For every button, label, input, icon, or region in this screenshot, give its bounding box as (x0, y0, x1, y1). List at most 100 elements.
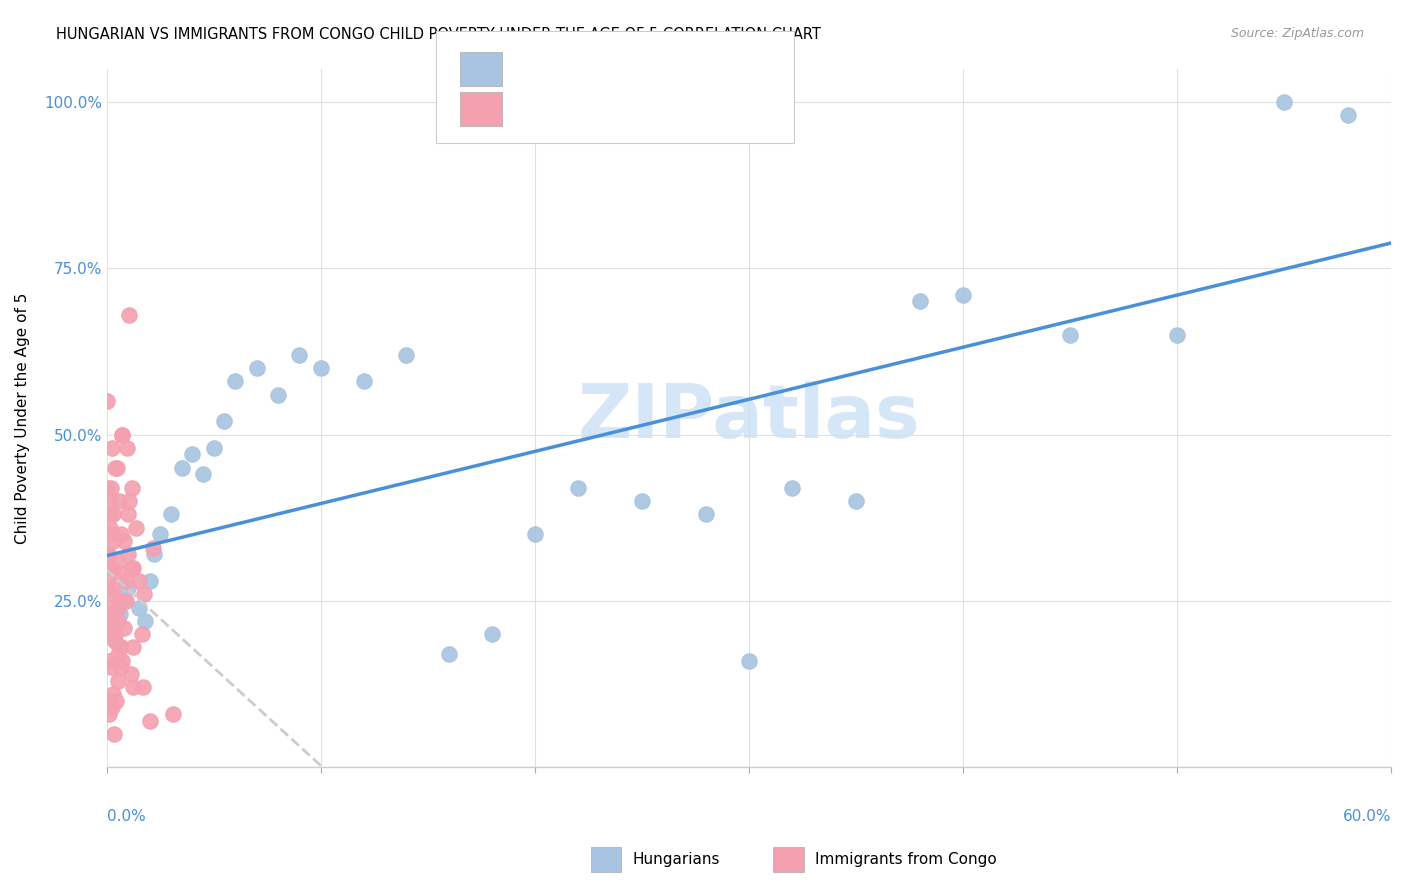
Point (845, 494, 868, 508)
Point (121, 560, 143, 574)
Point (120, 667, 142, 681)
Point (695, 508, 717, 522)
Point (523, 527, 546, 541)
Text: 0.716: 0.716 (569, 60, 626, 78)
Point (567, 481, 589, 495)
Point (107, 494, 129, 508)
Point (1059, 327, 1081, 342)
Point (98, 654, 121, 668)
Point (245, 361, 267, 376)
Point (121, 560, 143, 574)
Point (103, 727, 125, 741)
Point (107, 673, 129, 688)
Point (96, 394, 118, 409)
Point (142, 541, 165, 555)
Point (128, 574, 150, 588)
Point (111, 427, 134, 442)
Point (101, 560, 124, 574)
Point (160, 508, 183, 522)
Text: ZIPatlas: ZIPatlas (578, 382, 920, 454)
Point (100, 660, 122, 674)
Point (481, 627, 503, 641)
Point (96, 547, 118, 561)
Point (110, 640, 132, 655)
Point (134, 587, 156, 601)
Text: R =: R = (516, 60, 555, 78)
Text: HUNGARIAN VS IMMIGRANTS FROM CONGO CHILD POVERTY UNDER THE AGE OF 5 CORRELATION : HUNGARIAN VS IMMIGRANTS FROM CONGO CHILD… (56, 27, 821, 42)
Point (98, 508, 121, 522)
Text: 0.515: 0.515 (569, 100, 626, 118)
Point (107, 554, 129, 568)
Point (97, 706, 120, 721)
Point (101, 687, 124, 701)
Point (101, 614, 124, 628)
Text: 74: 74 (696, 100, 721, 118)
Point (224, 374, 246, 388)
Point (111, 654, 134, 668)
Point (110, 640, 132, 655)
Point (110, 567, 132, 582)
Point (97, 627, 120, 641)
Point (101, 581, 124, 595)
Y-axis label: Child Poverty Under the Age of 5: Child Poverty Under the Age of 5 (15, 293, 30, 543)
Point (100, 627, 122, 641)
Text: 40: 40 (696, 60, 721, 78)
Point (100, 481, 122, 495)
Point (104, 460, 127, 475)
Point (117, 547, 139, 561)
Point (267, 387, 290, 401)
Point (97, 547, 120, 561)
Point (170, 460, 193, 475)
Point (128, 600, 150, 615)
Text: Hungarians: Hungarians (633, 853, 720, 867)
Point (118, 308, 141, 322)
Point (103, 534, 125, 549)
Point (191, 467, 214, 482)
Point (98, 607, 121, 622)
Point (103, 560, 125, 574)
Point (437, 647, 460, 661)
Point (202, 441, 225, 455)
Point (104, 627, 127, 641)
Point (112, 594, 135, 608)
Text: Source: ZipAtlas.com: Source: ZipAtlas.com (1230, 27, 1364, 40)
Point (214, 414, 236, 428)
Point (131, 681, 153, 695)
Point (131, 627, 153, 641)
Point (111, 427, 134, 442)
Point (96, 481, 118, 495)
Point (98, 494, 121, 508)
Point (108, 594, 131, 608)
Point (138, 574, 160, 588)
Point (98, 521, 121, 535)
Point (97, 527, 120, 541)
Text: 0.0%: 0.0% (107, 809, 145, 824)
Point (112, 620, 135, 634)
Point (122, 560, 145, 574)
Point (97, 694, 120, 708)
Point (121, 481, 143, 495)
Point (101, 700, 124, 714)
Point (738, 654, 761, 668)
Point (104, 633, 127, 648)
Point (107, 614, 129, 628)
Point (1337, 108, 1360, 122)
Point (181, 448, 204, 462)
Point (98, 600, 121, 615)
Point (115, 574, 138, 588)
Point (122, 681, 145, 695)
Point (107, 647, 129, 661)
Point (121, 640, 143, 655)
Point (105, 460, 128, 475)
Point (162, 706, 184, 721)
Point (110, 527, 132, 541)
Point (117, 441, 139, 455)
Point (1166, 327, 1188, 342)
Point (353, 374, 375, 388)
Text: N =: N = (643, 60, 682, 78)
Point (107, 600, 129, 615)
Point (134, 614, 156, 628)
Point (101, 441, 124, 455)
Point (108, 607, 131, 622)
Point (104, 694, 127, 708)
